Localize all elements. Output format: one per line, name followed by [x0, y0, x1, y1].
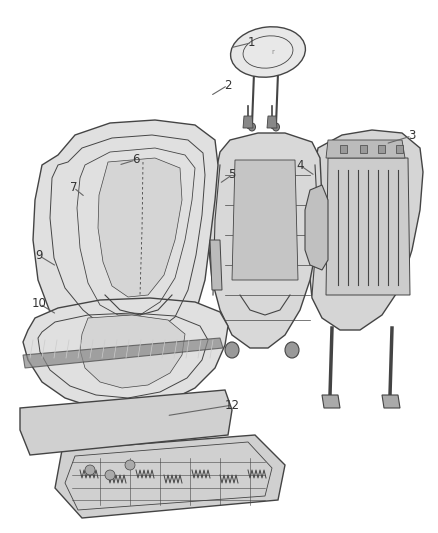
Ellipse shape [248, 123, 255, 131]
Text: 1: 1 [248, 36, 256, 49]
Polygon shape [326, 158, 410, 295]
Polygon shape [322, 395, 340, 408]
Polygon shape [243, 116, 253, 128]
Polygon shape [308, 130, 423, 330]
Polygon shape [23, 338, 223, 368]
Text: 12: 12 [225, 399, 240, 411]
Polygon shape [382, 395, 400, 408]
Bar [378, 145, 385, 153]
Text: 4: 4 [296, 159, 304, 172]
Text: r: r [272, 49, 275, 55]
Text: 10: 10 [32, 297, 47, 310]
Bar [360, 145, 367, 153]
Text: 3: 3 [408, 130, 415, 142]
Polygon shape [55, 435, 285, 518]
Ellipse shape [272, 123, 279, 131]
Polygon shape [80, 315, 185, 388]
Polygon shape [20, 390, 232, 455]
Polygon shape [208, 133, 322, 348]
Polygon shape [267, 116, 277, 128]
Polygon shape [23, 298, 228, 410]
Ellipse shape [225, 342, 239, 358]
Ellipse shape [85, 465, 95, 475]
Polygon shape [326, 140, 405, 158]
Polygon shape [305, 185, 328, 270]
Ellipse shape [285, 342, 299, 358]
Ellipse shape [125, 460, 135, 470]
Text: 7: 7 [70, 181, 78, 194]
Ellipse shape [105, 470, 115, 480]
Ellipse shape [230, 27, 305, 77]
Polygon shape [33, 120, 218, 358]
Polygon shape [210, 240, 222, 290]
Text: 9: 9 [35, 249, 43, 262]
Polygon shape [232, 160, 298, 280]
Polygon shape [98, 158, 182, 297]
Text: 2: 2 [224, 79, 232, 92]
Bar [396, 145, 403, 153]
Text: 6: 6 [132, 154, 140, 166]
Text: 5: 5 [229, 168, 236, 181]
Bar [340, 145, 347, 153]
